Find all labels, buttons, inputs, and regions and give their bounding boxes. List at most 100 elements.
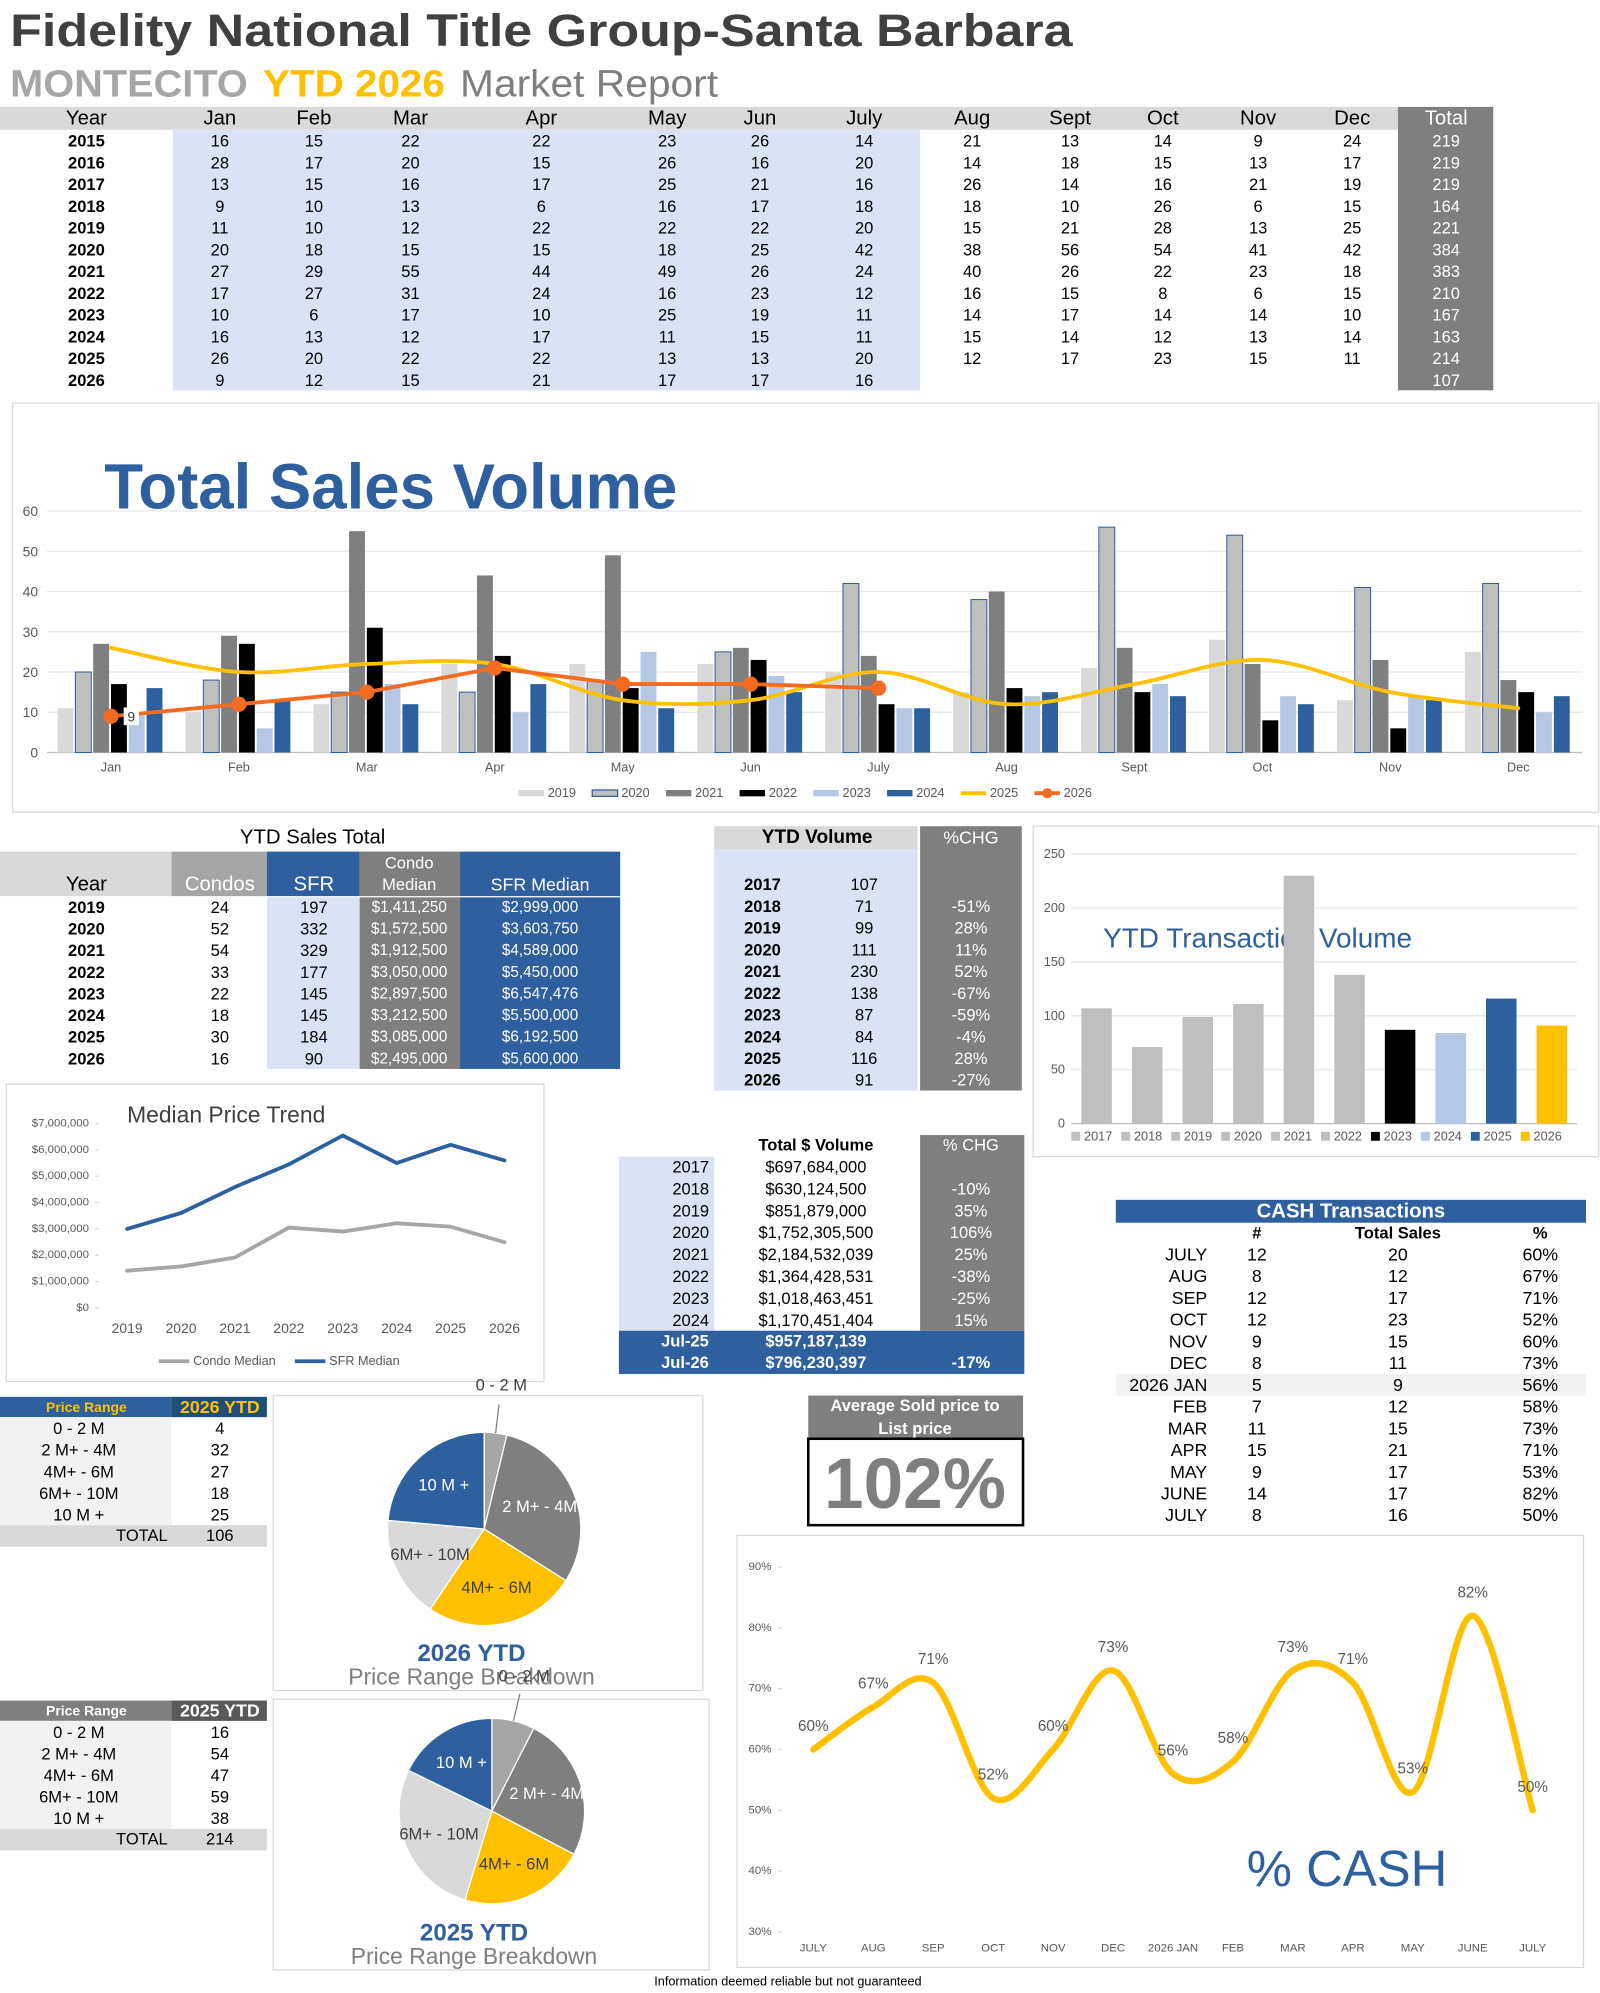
cell-bg [359, 897, 461, 1069]
bar [1486, 998, 1517, 1124]
cell-text: 9 [215, 197, 224, 216]
bar [93, 643, 110, 753]
column-header: Aug [954, 107, 990, 129]
cell-text: $5,600,000 [502, 1050, 578, 1067]
bar [402, 704, 419, 753]
bar [1134, 692, 1151, 753]
cell-text: 19 [751, 306, 769, 325]
cell-text: 2023 [68, 306, 105, 325]
cell-text: 20 [305, 349, 323, 368]
bar [970, 599, 988, 754]
cell-text: 2017 [744, 875, 781, 894]
cell-text: 11 [1389, 1353, 1408, 1373]
cell-text: 16 [211, 132, 229, 151]
bar [1372, 659, 1389, 753]
cell-text: 16 [1388, 1505, 1408, 1525]
data-label: 71% [918, 1651, 949, 1668]
pie-slice [429, 1528, 567, 1627]
bar [1098, 526, 1116, 754]
cell-text: 22 [532, 219, 550, 238]
cell-text: TOTAL [116, 1830, 168, 1849]
y-tick-label: $6,000,000 [32, 1144, 89, 1156]
cell-text: 221 [1432, 219, 1460, 238]
cell-text: 40 [963, 262, 981, 281]
cell-text: 16 [211, 1049, 229, 1068]
cell-text: $3,050,000 [371, 964, 447, 981]
cell-text: 21 [963, 132, 981, 151]
data-label: 9 [127, 708, 135, 724]
data-label: 50% [1517, 1779, 1548, 1796]
cell-text: 24 [211, 898, 229, 917]
x-tick-label: Apr [485, 761, 506, 775]
cell-text: 12 [401, 327, 419, 346]
cell-text: 22 [1154, 262, 1172, 281]
cell-text: 25 [658, 306, 676, 325]
column-header: Apr [526, 107, 558, 129]
cell-text: 2020 [672, 1223, 709, 1242]
cell-text: 2021 [68, 262, 105, 281]
x-tick-label: JUNE [1458, 1942, 1488, 1954]
point [359, 684, 375, 700]
cell-text: 73% [1522, 1353, 1558, 1373]
legend-label: Condo Median [193, 1354, 276, 1368]
cell-text: JUNE [1161, 1484, 1208, 1504]
cell-text: 47 [211, 1766, 229, 1785]
column-header: Median [382, 875, 436, 894]
cell-text: $2,999,000 [502, 899, 578, 916]
cell-bg [266, 851, 360, 897]
cell-text: $2,184,532,039 [758, 1245, 873, 1264]
bar [530, 684, 547, 753]
cell-text: 6 [537, 197, 546, 216]
data-label: 71% [1338, 1651, 1369, 1668]
column-header: Total Sales [1355, 1223, 1441, 1242]
cell-text: 184 [300, 1028, 328, 1047]
cell-text: 2020 [744, 940, 781, 959]
cell-text: 42 [855, 240, 873, 259]
column-header: % CHG [943, 1136, 999, 1155]
chart-title: 2026 YTD [417, 1640, 525, 1667]
cell-text: 2025 [68, 349, 105, 368]
legend-swatch [1171, 1131, 1181, 1141]
cell-text: 10 [532, 306, 550, 325]
leader-line [512, 1693, 521, 1722]
cell-text: 2023 [68, 984, 105, 1003]
column-header: SFR [294, 874, 335, 896]
cell-text: 329 [300, 941, 328, 960]
page-subtitle: Market Report [460, 63, 718, 106]
point [870, 680, 887, 696]
cell-text: 41 [1249, 240, 1267, 259]
cell-text: 50% [1522, 1505, 1558, 1525]
cell-text: 15 [1343, 197, 1361, 216]
cell-bg [808, 1395, 1024, 1439]
cell-text: 17 [751, 197, 769, 216]
bar [512, 712, 529, 753]
y-tick-label: $7,000,000 [32, 1118, 89, 1130]
cell-text: $6,192,500 [502, 1029, 578, 1046]
chart-title: 2025 YTD [420, 1920, 528, 1947]
cell-text: 18 [211, 1006, 229, 1025]
slice-label: 4M+ - 6M [479, 1855, 549, 1874]
x-tick-label: 2021 [219, 1320, 250, 1336]
cell-text: 2015 [68, 132, 105, 151]
cell-text: 32 [211, 1441, 229, 1460]
cell-text: 22 [401, 349, 419, 368]
x-tick-label: 2023 [327, 1320, 358, 1336]
cell-text: 2018 [68, 197, 105, 216]
legend-label: 2021 [1284, 1129, 1312, 1143]
legend-label: 2024 [1434, 1129, 1462, 1143]
pie-slice [386, 1519, 486, 1610]
cell-text: 18 [211, 1484, 229, 1503]
cell-text: 17 [305, 153, 323, 172]
cell-text: 107 [850, 875, 878, 894]
bar [1334, 974, 1365, 1124]
legend-label: 2019 [548, 786, 576, 800]
cell-text: 9 [1254, 132, 1263, 151]
cell-text: 16 [401, 175, 419, 194]
cell-text: FEB [1173, 1397, 1208, 1417]
page-subtitle: YTD 2026 [263, 63, 445, 106]
cell-text: 2022 [672, 1267, 709, 1286]
slice-label: 4M+ - 6M [461, 1578, 531, 1597]
y-tick-label: 10 [23, 704, 39, 720]
y-tick-label: 200 [1044, 901, 1065, 915]
x-tick-label: Nov [1379, 761, 1402, 775]
